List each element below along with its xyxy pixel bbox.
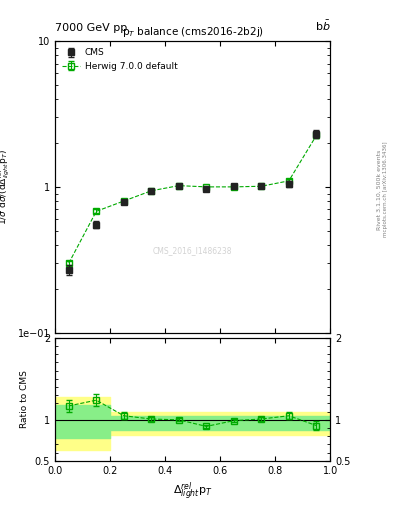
Text: CMS_2016_I1486238: CMS_2016_I1486238	[153, 247, 232, 255]
Y-axis label: Ratio to CMS: Ratio to CMS	[20, 370, 29, 429]
Text: Rivet 3.1.10, 500k events: Rivet 3.1.10, 500k events	[377, 150, 382, 229]
Legend: CMS, Herwig 7.0.0 default: CMS, Herwig 7.0.0 default	[59, 46, 180, 73]
Title: p$_T$ balance (cms2016-2b2j): p$_T$ balance (cms2016-2b2j)	[121, 26, 264, 39]
X-axis label: $\Delta^{rel}_{light}$p$_T$: $\Delta^{rel}_{light}$p$_T$	[173, 481, 212, 503]
Text: mcplots.cern.ch [arXiv:1306.3436]: mcplots.cern.ch [arXiv:1306.3436]	[384, 142, 388, 237]
Text: 7000 GeV pp: 7000 GeV pp	[55, 23, 127, 33]
Y-axis label: 1/$\sigma$ d$\sigma$/(d$\Delta^{rel}_{light}$p$_T$): 1/$\sigma$ d$\sigma$/(d$\Delta^{rel}_{li…	[0, 149, 12, 225]
Text: b$\bar{b}$: b$\bar{b}$	[314, 19, 330, 33]
